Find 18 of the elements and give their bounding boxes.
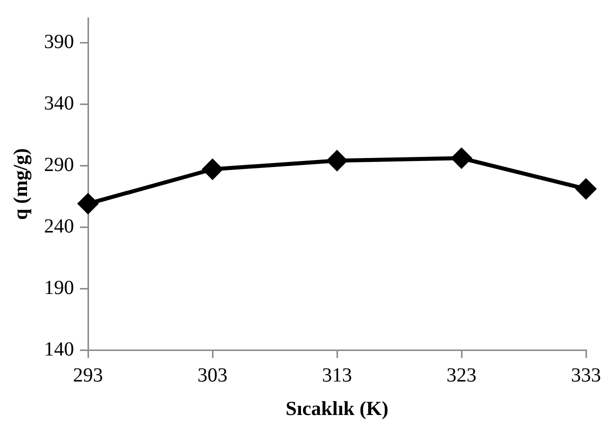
y-tick-label: 340 bbox=[44, 92, 74, 114]
point bbox=[327, 150, 347, 171]
y-tick-label: 240 bbox=[44, 215, 74, 238]
y-tick-label: 190 bbox=[44, 276, 74, 299]
x-tick-label: 293 bbox=[73, 364, 103, 386]
x-axis-title: Sıcaklık (K) bbox=[286, 398, 388, 420]
x-tick-label: 333 bbox=[571, 364, 601, 386]
y-tick-label: 390 bbox=[44, 30, 74, 53]
point bbox=[202, 159, 222, 180]
x-tick-label: 313 bbox=[322, 364, 352, 386]
y-tick-label: 290 bbox=[44, 154, 74, 176]
point bbox=[576, 178, 596, 199]
x-tick-label: 323 bbox=[446, 364, 476, 386]
point bbox=[452, 148, 472, 168]
y-axis-title: q (mg/g) bbox=[10, 148, 32, 220]
x-tick-label: 303 bbox=[198, 364, 228, 386]
y-tick-label: 140 bbox=[44, 338, 74, 360]
point bbox=[78, 194, 98, 214]
